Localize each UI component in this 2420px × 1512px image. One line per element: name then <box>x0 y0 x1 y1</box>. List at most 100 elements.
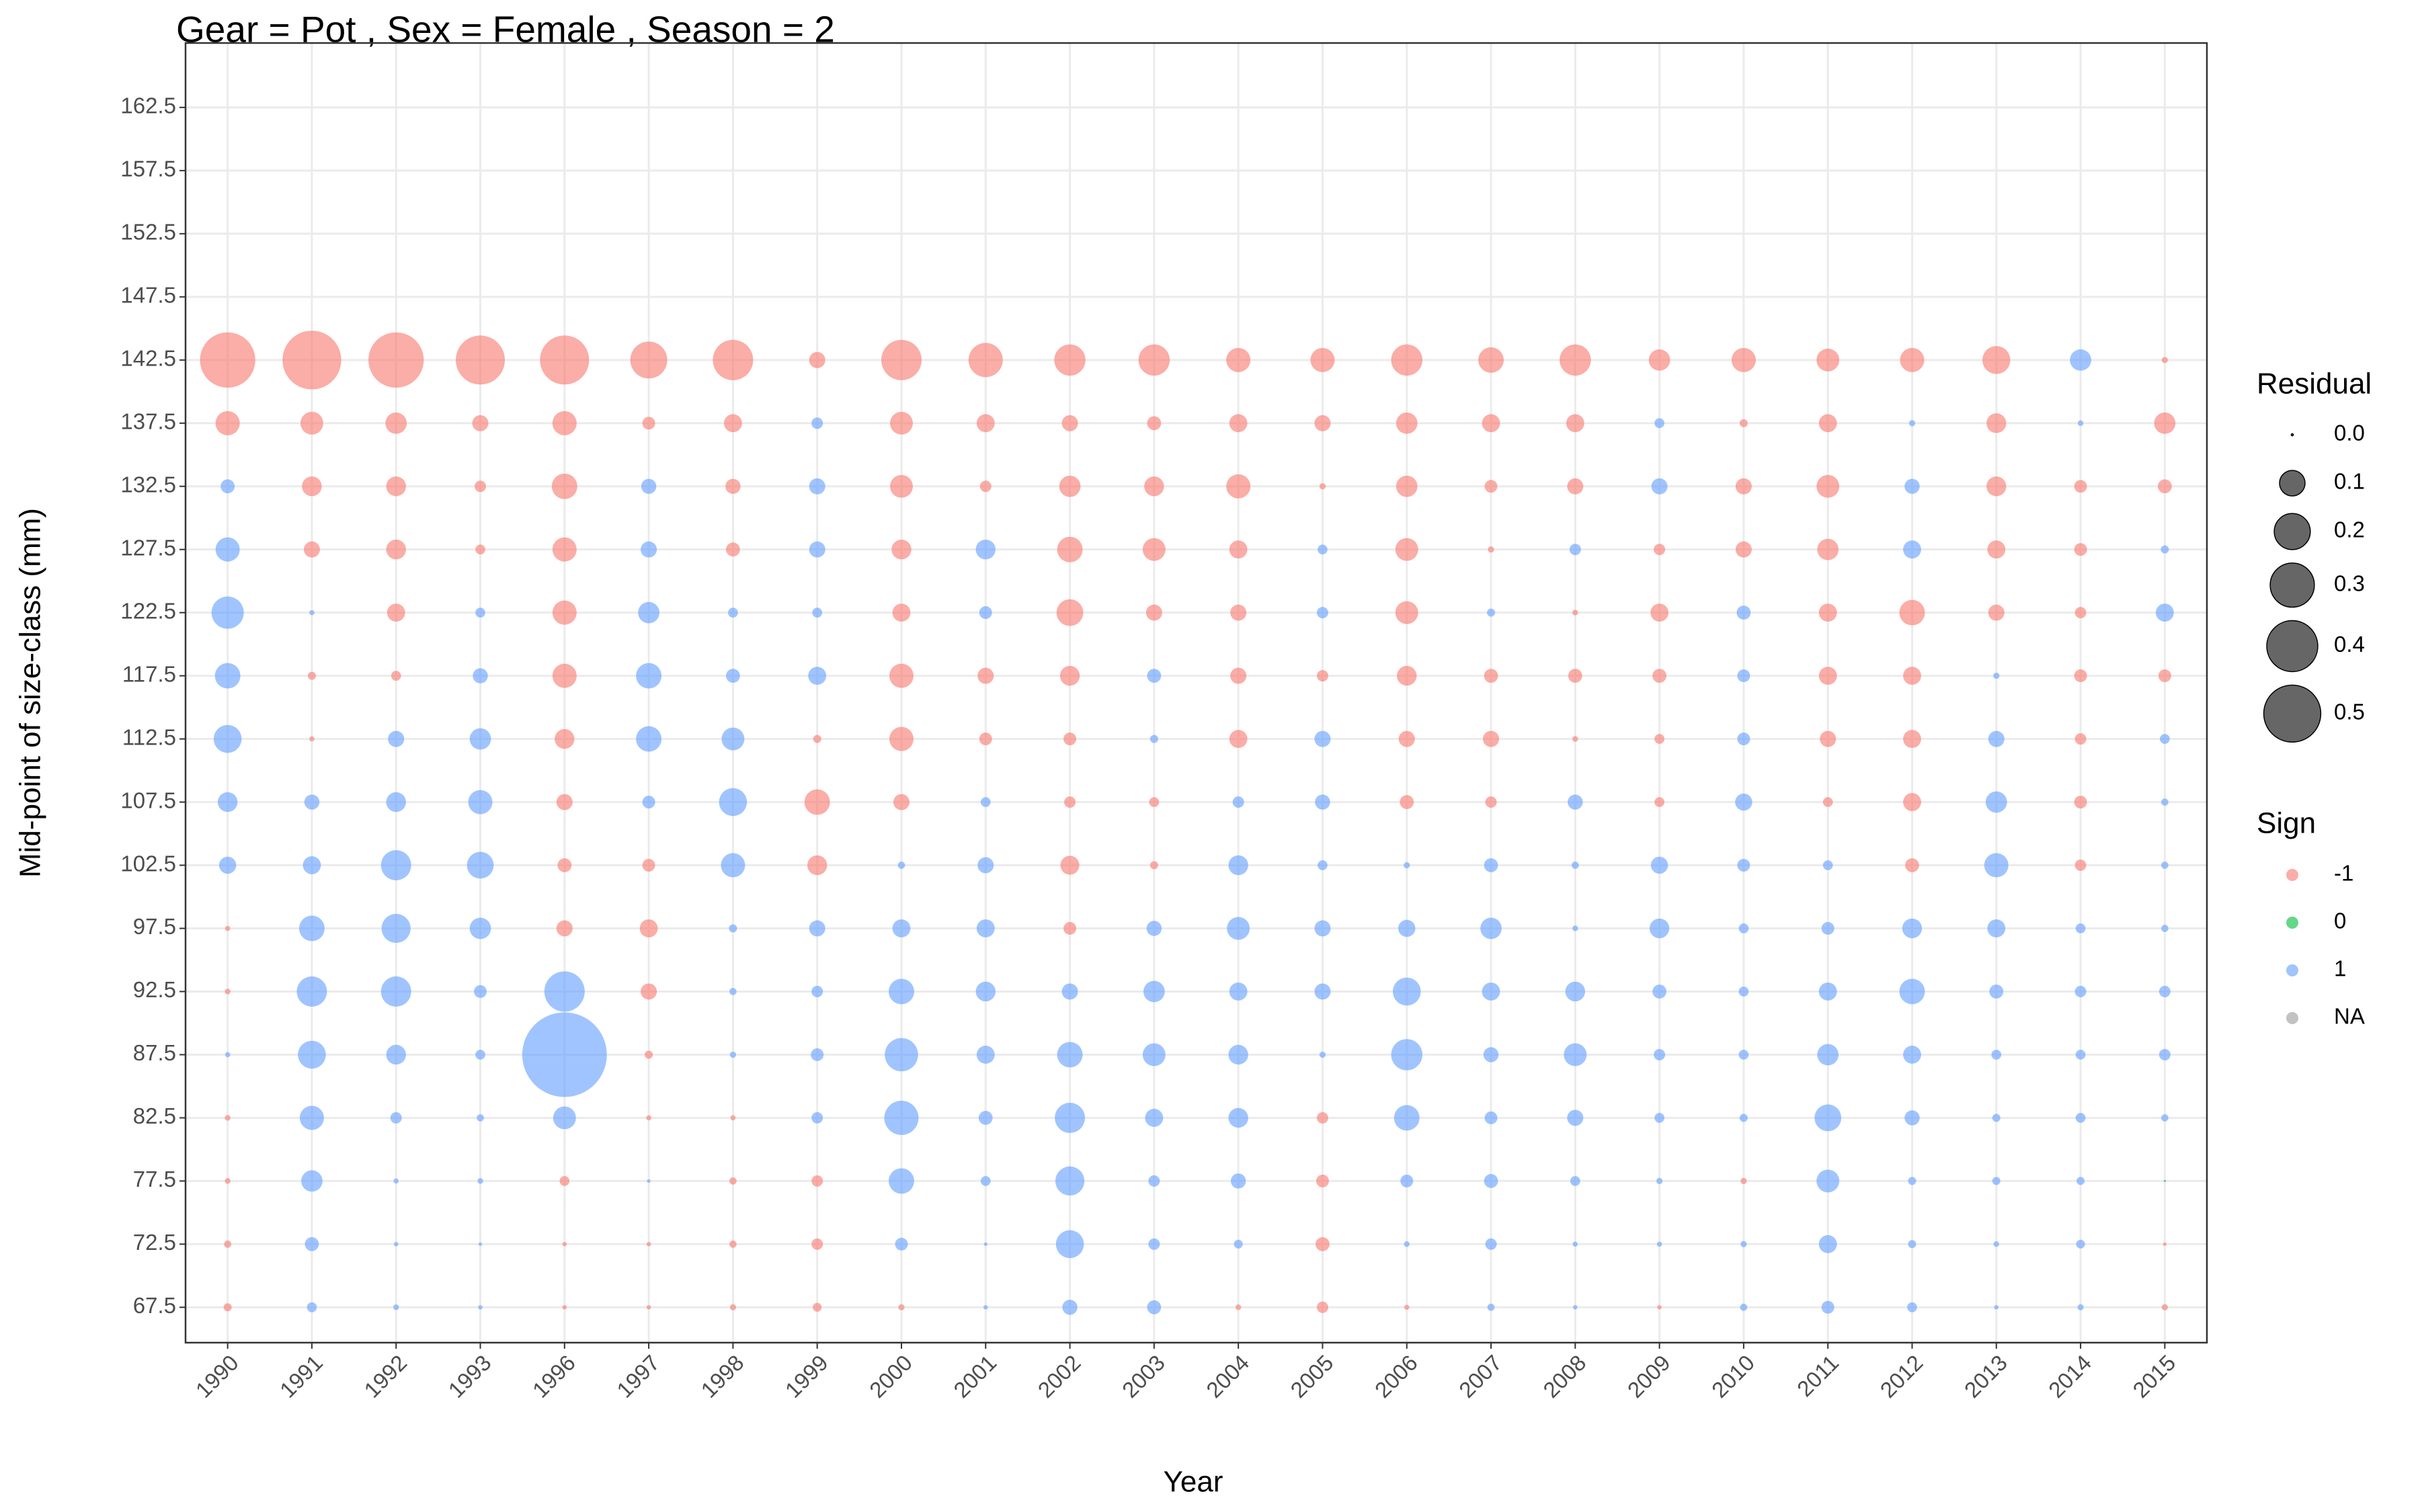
bubble <box>1316 607 1328 619</box>
bubble <box>1228 1044 1248 1065</box>
bubble <box>1480 917 1502 939</box>
bubble <box>975 539 996 560</box>
bubble <box>1573 1305 1578 1310</box>
bubble <box>1055 1230 1084 1259</box>
legend-label: 0 <box>2334 909 2346 933</box>
bubble <box>1740 1304 1748 1311</box>
bubble <box>1820 730 1837 747</box>
bubble <box>809 351 825 368</box>
bubble <box>885 1038 918 1072</box>
bubble <box>1394 1105 1420 1131</box>
y-tick-label: 137.5 <box>120 409 176 433</box>
bubble <box>1904 478 1920 494</box>
bubble <box>728 607 738 618</box>
bubble <box>1234 1239 1243 1249</box>
bubble <box>1060 855 1080 875</box>
bubble <box>1484 669 1498 683</box>
bubble <box>1822 860 1833 870</box>
bubble <box>215 411 240 435</box>
bubble <box>1654 734 1664 744</box>
bubble <box>812 607 823 618</box>
bubble <box>1229 730 1248 749</box>
bubble <box>303 541 320 558</box>
bubble <box>1567 478 1584 495</box>
bubble <box>300 411 323 435</box>
bubble <box>475 480 487 493</box>
bubble <box>2161 798 2169 806</box>
bubble <box>1061 415 1078 431</box>
bubble <box>976 919 995 937</box>
bubble <box>218 856 237 874</box>
bubble <box>1650 603 1669 622</box>
bubble <box>1230 667 1247 684</box>
bubble <box>215 537 240 562</box>
bubble <box>1314 730 1331 747</box>
bubble <box>307 1302 317 1312</box>
bubble <box>1138 344 1170 376</box>
bubble <box>636 726 662 752</box>
bubble <box>2161 1114 2169 1122</box>
y-tick-label: 162.5 <box>120 93 176 118</box>
bubble <box>1059 475 1081 497</box>
bubble <box>983 1305 988 1310</box>
y-tick-label: 122.5 <box>120 598 176 623</box>
bubble <box>1395 538 1418 561</box>
bubble <box>1404 1304 1410 1310</box>
y-tick-label: 132.5 <box>120 472 176 497</box>
bubble <box>225 1052 231 1058</box>
bubble <box>2163 1242 2167 1247</box>
bubble <box>2077 420 2084 426</box>
bubble <box>889 663 914 688</box>
bubble <box>1400 795 1414 809</box>
bubble <box>1649 918 1670 939</box>
bubble <box>2158 669 2171 683</box>
bubble <box>1228 855 1248 876</box>
bubble <box>2077 1304 2084 1311</box>
bubble <box>1993 1241 2000 1247</box>
bubble <box>544 971 585 1012</box>
legend-label: -1 <box>2334 861 2353 886</box>
legend-label: NA <box>2334 1004 2365 1029</box>
bubble <box>1903 1046 1921 1064</box>
bubble <box>2161 545 2169 554</box>
bubble <box>1572 736 1578 742</box>
bubble <box>1229 414 1248 433</box>
x-axis-title: Year <box>1164 1466 1223 1499</box>
y-tick-label: 152.5 <box>120 220 176 245</box>
bubble <box>213 724 242 753</box>
y-tick-label: 127.5 <box>120 535 176 560</box>
bubble <box>808 667 827 685</box>
bubble <box>304 794 320 810</box>
bubble <box>889 978 914 1005</box>
bubble <box>381 913 411 943</box>
bubble <box>1903 667 1921 685</box>
bubble <box>1740 1177 1747 1185</box>
bubble <box>713 339 754 380</box>
bubble <box>641 983 657 1000</box>
bubble <box>552 537 577 562</box>
bubble <box>811 1048 824 1061</box>
bubble <box>729 1177 737 1185</box>
bubble <box>977 667 994 684</box>
bubble <box>557 858 572 872</box>
bubble <box>975 981 996 1002</box>
bubble <box>729 1051 737 1058</box>
bubble <box>729 988 737 995</box>
bubble <box>1818 603 1837 622</box>
bubble <box>721 853 745 878</box>
bubble <box>2074 607 2087 619</box>
bubble <box>809 920 825 937</box>
bubble <box>225 925 231 931</box>
bubble <box>1057 536 1083 562</box>
bubble <box>1054 344 1086 376</box>
bubble <box>1147 1300 1162 1314</box>
legend-label: 0.4 <box>2334 632 2365 657</box>
bubble <box>1989 984 2004 999</box>
bubble <box>1316 670 1328 682</box>
bubble <box>983 1242 987 1247</box>
bubble <box>1396 412 1418 434</box>
legend-label: 1 <box>2334 956 2346 981</box>
bubble <box>1654 1048 1666 1060</box>
bubble <box>642 859 655 872</box>
